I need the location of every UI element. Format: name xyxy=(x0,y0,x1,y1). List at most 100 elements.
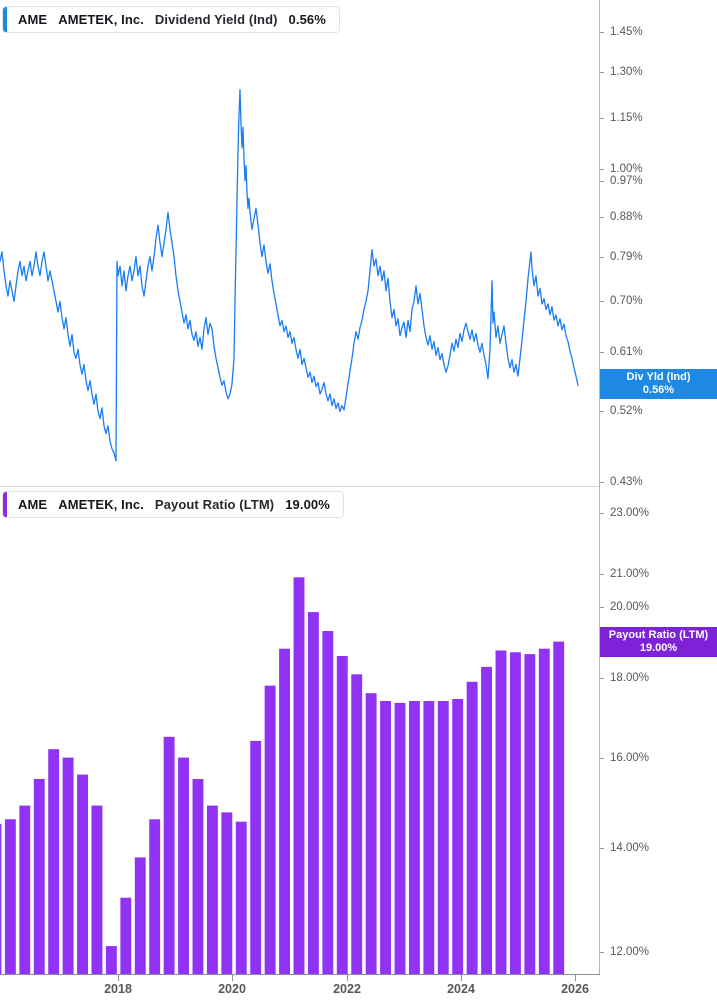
badge-metric-value: 19.00% xyxy=(639,642,678,654)
payout-bar xyxy=(365,693,377,974)
panel-divider xyxy=(0,486,599,487)
payout-bar xyxy=(48,749,60,974)
y-tick-mark xyxy=(600,118,604,119)
y-tick-mark xyxy=(600,301,604,302)
y-tick-mark xyxy=(600,411,604,412)
dividend-yield-line-chart[interactable] xyxy=(0,0,599,486)
x-tick-label: 2026 xyxy=(561,982,589,996)
payout-bar xyxy=(322,631,334,974)
y-tick-mark xyxy=(600,848,604,849)
x-tick-label: 2024 xyxy=(447,982,475,996)
payout-bar xyxy=(192,779,204,974)
y-tick-mark xyxy=(600,513,604,514)
y-tick-label: 0.52% xyxy=(610,405,643,417)
ticker-symbol: AME xyxy=(18,497,48,512)
payout-bar xyxy=(481,666,493,974)
y-tick-label: 16.00% xyxy=(610,752,650,764)
dividend-yield-legend[interactable]: AME AMETEK, Inc. Dividend Yield (Ind) 0.… xyxy=(2,6,340,33)
y-tick-label: 1.30% xyxy=(610,66,643,78)
y-tick-label: 1.45% xyxy=(610,26,643,38)
payout-bar xyxy=(120,897,132,974)
payout-bar xyxy=(62,757,74,974)
y-tick-mark xyxy=(600,482,604,483)
x-tick-mark xyxy=(461,975,462,981)
purple-accent-bar xyxy=(3,492,7,517)
metric-name: Payout Ratio (LTM) xyxy=(154,497,275,512)
y-tick-mark xyxy=(600,758,604,759)
y-tick-label: 0.43% xyxy=(610,476,643,488)
payout-bar xyxy=(206,805,218,974)
y-tick-label: 18.00% xyxy=(610,672,650,684)
payout-bar xyxy=(524,654,536,974)
x-tick-label: 2022 xyxy=(333,982,361,996)
payout-bar xyxy=(351,674,363,974)
y-tick-label: 0.97% xyxy=(610,175,643,187)
y-tick-mark xyxy=(600,217,604,218)
y-tick-label: 14.00% xyxy=(610,842,650,854)
payout-bar xyxy=(178,757,189,974)
y-tick-label: 0.88% xyxy=(610,211,643,223)
y-tick-mark xyxy=(600,169,604,170)
x-tick-mark xyxy=(232,975,233,981)
payout-bar xyxy=(91,805,103,974)
payout-bar xyxy=(495,650,507,974)
y-tick-mark xyxy=(600,257,604,258)
payout-bar xyxy=(0,824,2,974)
x-tick-mark xyxy=(347,975,348,981)
right-axis-line xyxy=(599,0,600,975)
y-tick-mark xyxy=(600,607,604,608)
company-name: AMETEK, Inc. xyxy=(58,497,144,512)
ticker-symbol: AME xyxy=(18,12,48,27)
payout-bar xyxy=(163,736,175,974)
company-name: AMETEK, Inc. xyxy=(58,12,144,27)
badge-metric-label: Payout Ratio (LTM) xyxy=(608,629,709,641)
payout-bar xyxy=(307,612,319,974)
payout-bar xyxy=(293,577,305,974)
metric-value: 19.00% xyxy=(285,497,330,512)
y-tick-label: 23.00% xyxy=(610,507,650,519)
payout-bar xyxy=(264,685,276,974)
payout-bar xyxy=(553,641,565,974)
x-tick-label: 2020 xyxy=(218,982,246,996)
payout-ratio-legend[interactable]: AME AMETEK, Inc. Payout Ratio (LTM) 19.0… xyxy=(2,491,344,518)
blue-accent-bar xyxy=(3,7,7,32)
badge-metric-value: 0.56% xyxy=(642,384,675,396)
y-tick-mark xyxy=(600,32,604,33)
payout-bar xyxy=(380,701,392,974)
y-tick-mark xyxy=(600,952,604,953)
payout-bar xyxy=(235,821,247,974)
payout-bar xyxy=(105,946,117,974)
x-tick-mark xyxy=(118,975,119,981)
badge-metric-label: Div Yld (Ind) xyxy=(626,371,691,383)
y-tick-mark xyxy=(600,574,604,575)
payout-bar xyxy=(221,812,233,974)
div-yld-last-value-badge: Div Yld (Ind) 0.56% xyxy=(600,369,717,399)
payout-bar xyxy=(394,702,406,974)
y-tick-label: 0.79% xyxy=(610,251,643,263)
y-tick-mark xyxy=(600,678,604,679)
payout-bar xyxy=(466,681,478,974)
y-tick-mark xyxy=(600,72,604,73)
y-tick-label: 0.70% xyxy=(610,295,643,307)
payout-bar xyxy=(452,699,464,974)
payout-bar xyxy=(134,857,146,974)
payout-bar xyxy=(19,805,31,974)
payout-bar xyxy=(423,701,435,974)
payout-bar xyxy=(538,648,550,974)
y-tick-label: 1.00% xyxy=(610,163,643,175)
payout-bar xyxy=(77,774,88,974)
payout-ratio-last-value-badge: Payout Ratio (LTM) 19.00% xyxy=(600,627,717,657)
y-tick-mark xyxy=(600,352,604,353)
payout-bar xyxy=(408,701,420,974)
payout-bar xyxy=(336,656,348,974)
x-tick-label: 2018 xyxy=(104,982,132,996)
payout-bar xyxy=(437,701,449,974)
dividend-yield-line xyxy=(0,89,579,462)
payout-ratio-bar-chart[interactable] xyxy=(0,486,599,975)
payout-bar xyxy=(250,740,262,974)
payout-bar xyxy=(33,779,45,974)
x-tick-mark xyxy=(575,975,576,981)
y-tick-label: 12.00% xyxy=(610,946,650,958)
y-tick-label: 21.00% xyxy=(610,568,650,580)
